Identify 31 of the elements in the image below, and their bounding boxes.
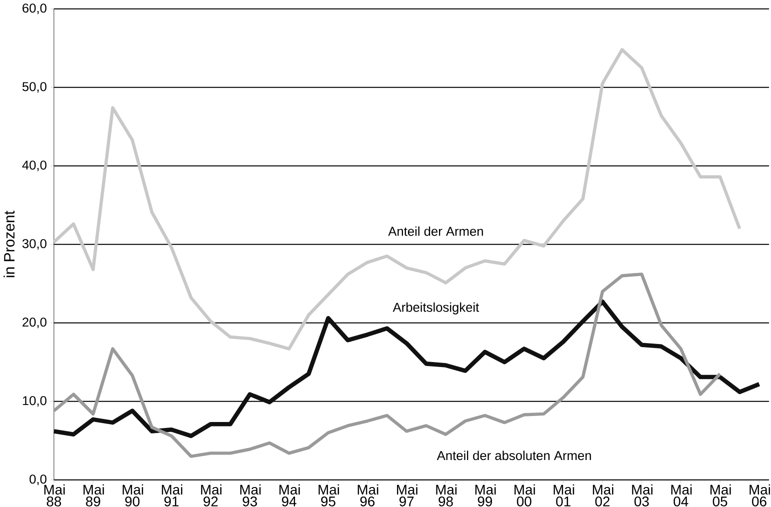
y-tick-label: 30,0 — [22, 238, 46, 250]
x-tick-label: Mai 89 — [84, 484, 104, 506]
x-tick-label: Mai 88 — [44, 484, 65, 506]
x-tick-label: Mai 93 — [240, 484, 261, 506]
x-tick-label: Mai 06 — [750, 484, 770, 506]
y-tick-label: 0,0 — [30, 474, 46, 485]
x-tick-label: Mai 97 — [397, 484, 418, 506]
x-tick-label: Mai 94 — [279, 484, 300, 506]
x-tick-label: Mai 04 — [671, 484, 692, 506]
x-tick-label: Mai 03 — [632, 484, 652, 506]
series-label: Anteil der absoluten Armen — [436, 450, 591, 460]
y-tick-label: 40,0 — [22, 160, 46, 171]
x-tick-label: Mai 96 — [358, 484, 378, 506]
x-tick-label: Mai 01 — [554, 484, 574, 506]
x-tick-label: Mai 02 — [592, 484, 614, 506]
y-tick-label: 50,0 — [22, 82, 46, 92]
x-tick-label: Mai 90 — [122, 484, 144, 506]
y-tick-label: 10,0 — [22, 396, 46, 406]
x-tick-label: Mai 98 — [436, 484, 457, 506]
series-label: Arbeitslosigkeit — [392, 302, 480, 314]
y-tick-label: 60,0 — [22, 3, 46, 14]
line-series — [52, 299, 762, 438]
x-tick-label: Mai 00 — [514, 484, 535, 506]
series-label: Anteil der Armen — [388, 226, 483, 236]
x-tick-label: Mai 99 — [475, 484, 496, 506]
y-axis-title: in Prozent — [4, 210, 15, 277]
x-tick-label: Mai 91 — [162, 484, 182, 506]
y-tick-label: 20,0 — [22, 317, 46, 328]
x-tick-label: Mai 05 — [710, 484, 731, 506]
x-tick-label: Mai 92 — [201, 484, 222, 506]
x-tick-label: Mai 95 — [318, 484, 339, 506]
